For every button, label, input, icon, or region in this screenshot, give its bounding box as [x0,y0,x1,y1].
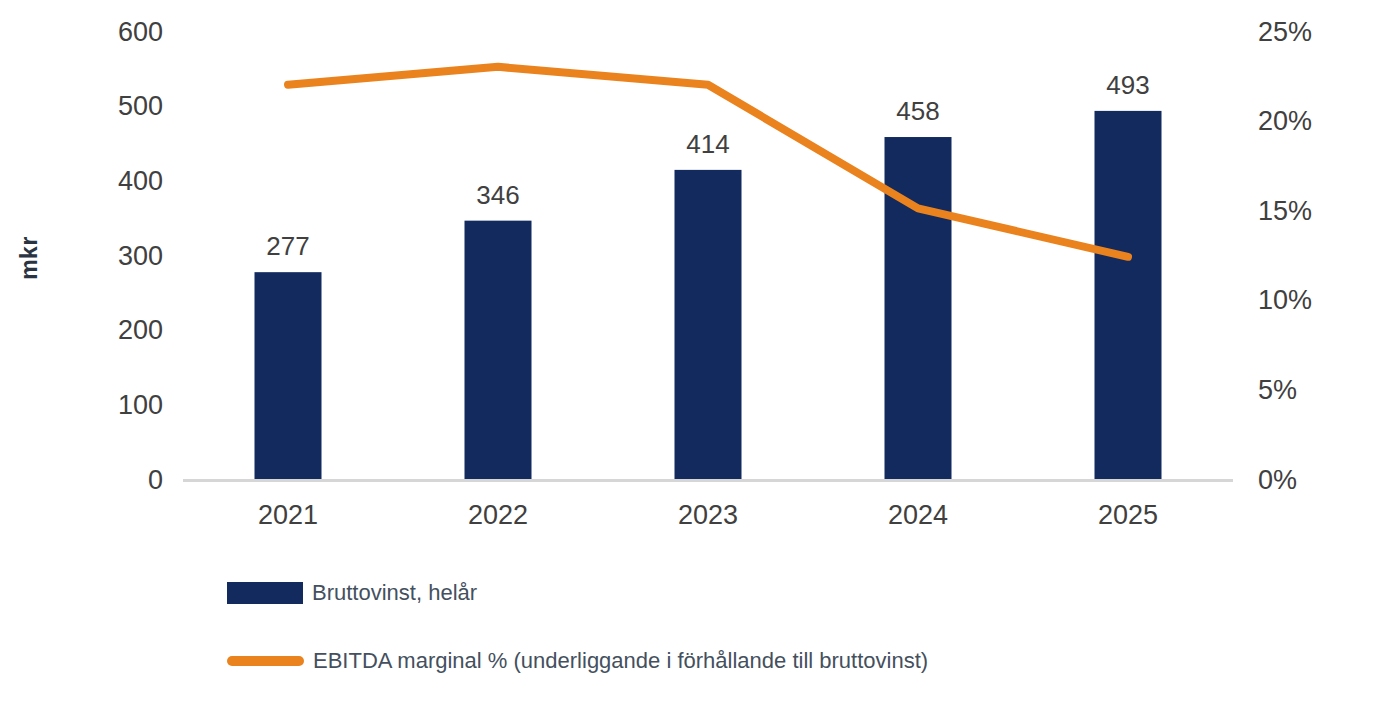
right-axis-tick: 20% [1258,106,1312,136]
right-axis-tick: 15% [1258,196,1312,226]
left-axis-tick: 600 [118,17,163,47]
bar-value-label: 346 [476,180,519,210]
left-axis-title: mkr [16,213,43,303]
bar-2025 [1095,111,1162,479]
legend: Bruttovinst, helår EBITDA marginal % (un… [227,580,928,674]
left-axis-tick: 200 [118,315,163,345]
right-axis-tick: 10% [1258,285,1312,315]
bar-2022 [465,221,532,479]
bar-value-label: 414 [686,129,729,159]
x-axis-label-2023: 2023 [678,500,738,530]
bar-2023 [675,170,742,479]
bar-2024 [885,137,952,479]
left-axis-tick: 400 [118,166,163,196]
legend-label-bruttovinst: Bruttovinst, helår [312,580,477,606]
legend-item-bruttovinst: Bruttovinst, helår [227,580,928,606]
left-axis-tick: 300 [118,241,163,271]
bar-value-label: 277 [266,231,309,261]
x-axis-label-2024: 2024 [888,500,948,530]
bar-legend-swatch [227,582,303,604]
x-axis-label-2022: 2022 [468,500,528,530]
legend-item-ebitda: EBITDA marginal % (underliggande i förhå… [227,648,928,674]
x-axis-label-2021: 2021 [258,500,318,530]
bar-value-label: 458 [896,96,939,126]
bar-value-label: 493 [1106,70,1149,100]
line-legend-swatch [227,656,304,666]
chart-canvas: 0 100 200 300 400 500 600 0% 5% 10% 15% 20% 25% 277 34… [0,0,1380,710]
right-axis-tick: 0% [1258,465,1297,495]
right-axis-tick: 5% [1258,375,1297,405]
legend-label-ebitda: EBITDA marginal % (underliggande i förhå… [313,648,928,674]
x-axis-label-2025: 2025 [1098,500,1158,530]
left-axis-tick: 500 [118,91,163,121]
left-axis-tick: 100 [118,390,163,420]
right-axis-tick: 25% [1258,17,1312,47]
left-axis-tick: 0 [148,465,163,495]
bar-2021 [255,272,322,479]
